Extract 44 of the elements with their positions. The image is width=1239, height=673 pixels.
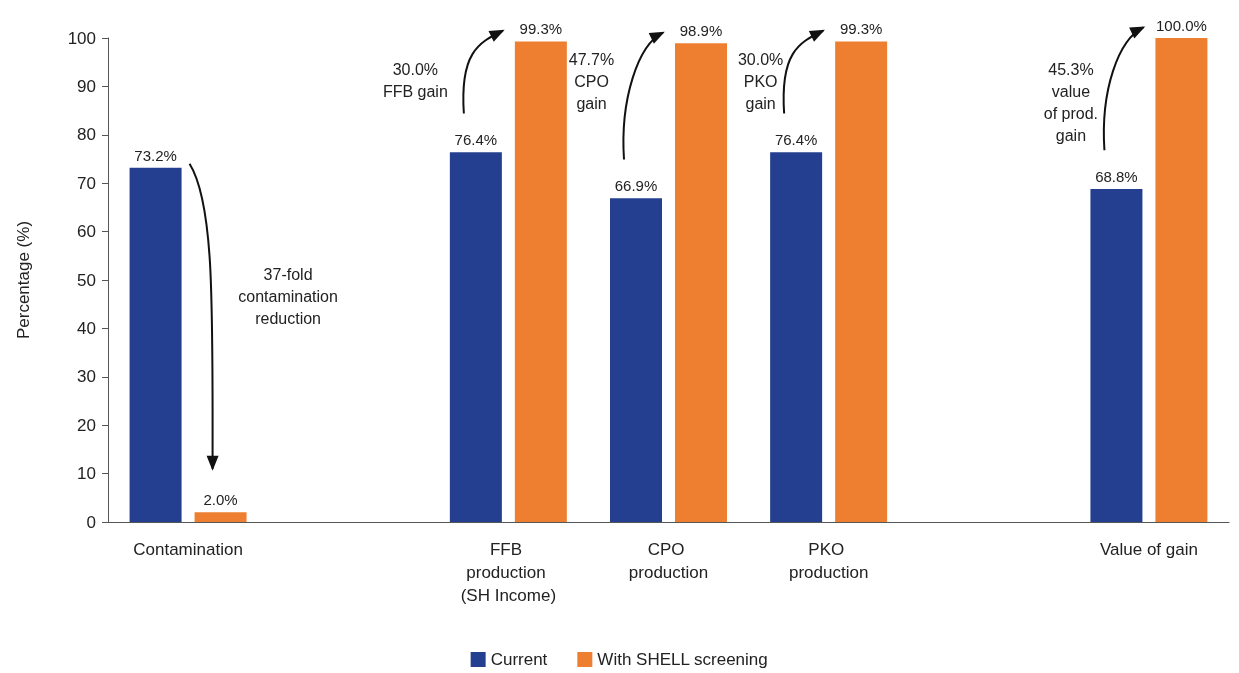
y-tick-label: 20 xyxy=(77,415,96,435)
x-tick-label: PKO production xyxy=(788,540,869,582)
y-tick-label: 60 xyxy=(77,222,96,242)
bar xyxy=(770,152,823,522)
data-label: 98.9% xyxy=(679,22,723,40)
y-tick-label: 40 xyxy=(77,318,96,338)
bar xyxy=(610,198,662,522)
y-tick-label: 80 xyxy=(77,125,96,145)
y-tick-label: 90 xyxy=(77,76,96,96)
y-axis-title: Percentage (%) xyxy=(14,220,33,340)
y-tick-label: 50 xyxy=(77,270,96,290)
y-tick-label: 30 xyxy=(77,367,96,387)
x-tick-label: FFB production (SH Income) xyxy=(460,540,557,605)
data-label: 99.3% xyxy=(519,20,563,38)
legend-label: With SHELL screening xyxy=(597,650,768,669)
bar xyxy=(129,167,182,522)
data-label: 66.9% xyxy=(614,177,658,195)
data-label: 68.8% xyxy=(1095,168,1138,186)
annotation: 37-fold contamination reduction xyxy=(238,266,338,328)
bar xyxy=(194,512,247,522)
legend-label: Current xyxy=(490,650,548,669)
annotation: 30.0% PKO gain xyxy=(737,51,784,113)
bar xyxy=(675,43,727,522)
bar xyxy=(449,152,502,522)
data-label: 73.2% xyxy=(134,146,177,164)
data-label: 100.0% xyxy=(1155,17,1207,34)
annotation: 45.3% value of prod. gain xyxy=(1043,60,1099,144)
data-label: 76.4% xyxy=(454,131,498,149)
y-tick-label: 10 xyxy=(77,464,96,484)
x-tick-label: CPO production xyxy=(628,540,709,582)
bar xyxy=(1090,189,1143,522)
y-tick-label: 0 xyxy=(86,512,96,532)
annotation: 47.7% CPO gain xyxy=(568,51,615,113)
data-label: 99.3% xyxy=(839,20,883,38)
y-tick-label: 70 xyxy=(77,173,96,193)
data-label: 2.0% xyxy=(203,491,238,509)
annotation: 30.0% FFB gain xyxy=(382,60,448,100)
bar xyxy=(835,41,888,522)
bar xyxy=(514,41,567,522)
y-tick-label: 100 xyxy=(67,28,96,48)
x-tick-label: Value of gain xyxy=(1099,540,1198,559)
x-tick-label: Contamination xyxy=(133,540,243,559)
bar xyxy=(1155,38,1208,522)
data-label: 76.4% xyxy=(774,131,818,149)
